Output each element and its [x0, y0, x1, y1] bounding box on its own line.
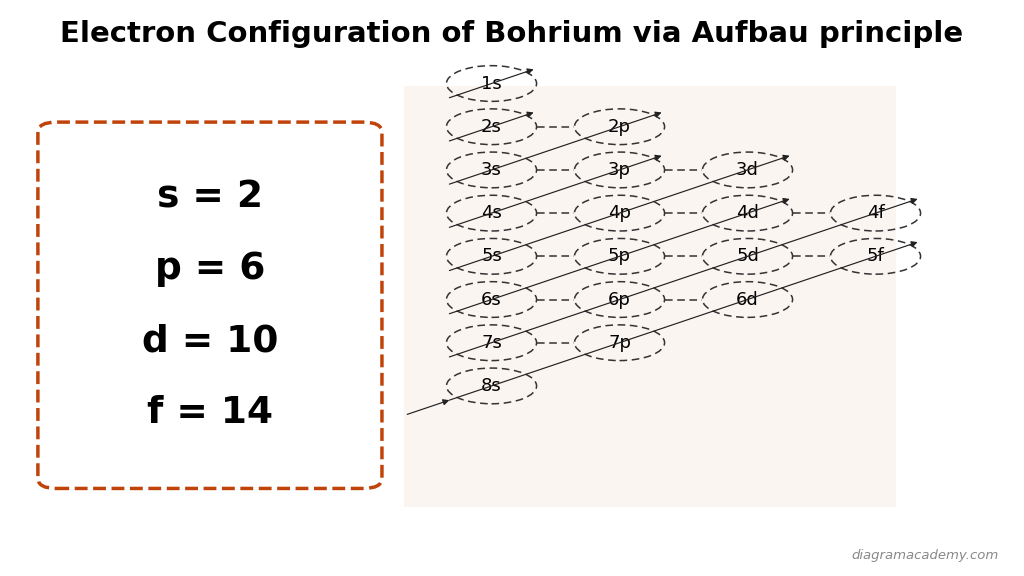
Text: 4p: 4p — [608, 204, 631, 222]
Text: d = 10: d = 10 — [141, 323, 279, 359]
Text: 8s: 8s — [481, 377, 502, 395]
Text: 6d: 6d — [736, 290, 759, 309]
Text: 4d: 4d — [736, 204, 759, 222]
Text: 5d: 5d — [736, 247, 759, 266]
Text: 6p: 6p — [608, 290, 631, 309]
Text: Electron Configuration of Bohrium via Aufbau principle: Electron Configuration of Bohrium via Au… — [60, 20, 964, 48]
Text: 4s: 4s — [481, 204, 502, 222]
Text: 5f: 5f — [866, 247, 885, 266]
Text: 3s: 3s — [481, 161, 502, 179]
Text: 5s: 5s — [481, 247, 502, 266]
Text: diagramacademy.com: diagramacademy.com — [851, 548, 998, 562]
Text: 6s: 6s — [481, 290, 502, 309]
Text: 2p: 2p — [608, 118, 631, 136]
FancyBboxPatch shape — [404, 86, 896, 507]
Text: s = 2: s = 2 — [157, 179, 263, 215]
Text: p = 6: p = 6 — [155, 251, 265, 287]
Text: 4f: 4f — [866, 204, 885, 222]
FancyBboxPatch shape — [38, 122, 382, 488]
Text: 7p: 7p — [608, 334, 631, 352]
Text: 2s: 2s — [481, 118, 502, 136]
Text: 3p: 3p — [608, 161, 631, 179]
Text: 7s: 7s — [481, 334, 502, 352]
Text: f = 14: f = 14 — [146, 395, 273, 431]
Text: 1s: 1s — [481, 74, 502, 93]
Text: 5p: 5p — [608, 247, 631, 266]
Text: 3d: 3d — [736, 161, 759, 179]
